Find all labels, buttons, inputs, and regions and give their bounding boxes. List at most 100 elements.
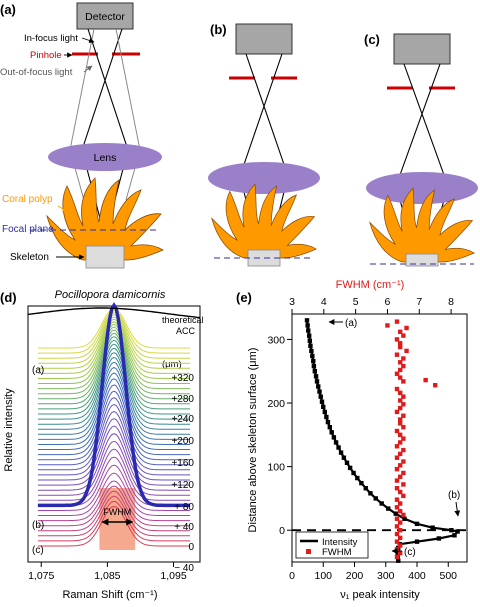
spectrum-curve bbox=[37, 425, 191, 486]
fwhm-point bbox=[394, 466, 400, 472]
fwhm-point bbox=[401, 356, 406, 361]
spectrum-curve bbox=[37, 321, 191, 379]
lens-label: Lens bbox=[94, 152, 117, 164]
fwhm-point bbox=[394, 505, 400, 510]
fwhm-point bbox=[397, 360, 403, 365]
spectrum-curve bbox=[37, 316, 191, 369]
chart-e-legend: Intensity FWHM bbox=[295, 531, 369, 559]
fwhm-point bbox=[397, 463, 403, 468]
intensity-point bbox=[414, 521, 420, 527]
spectrum-curve bbox=[37, 356, 191, 430]
intensity-point bbox=[322, 409, 328, 415]
panel-label-d: (d) bbox=[0, 290, 17, 305]
fwhm-point bbox=[394, 554, 400, 560]
x-tick-label: 1,095 bbox=[160, 570, 186, 582]
fwhm-point bbox=[394, 409, 400, 415]
fwhm-point bbox=[394, 478, 400, 483]
e-annotation-c: (c) bbox=[404, 547, 416, 558]
fwhm-point bbox=[404, 348, 409, 354]
intensity-point bbox=[338, 450, 344, 455]
coral-polyp-label: Coral polyp bbox=[2, 194, 53, 205]
spectrum-curve bbox=[37, 329, 191, 395]
in-focus-arrow bbox=[81, 37, 95, 44]
e-annotation-a: (a) bbox=[345, 318, 357, 329]
fwhm-point bbox=[394, 428, 400, 434]
fwhm-point bbox=[397, 550, 403, 556]
theoretical-label: theoretical bbox=[162, 315, 204, 325]
spectrum-curve bbox=[37, 448, 191, 501]
intensity-point bbox=[308, 343, 313, 348]
chart-e-frame bbox=[291, 313, 468, 563]
spectrum-curve bbox=[37, 347, 191, 420]
fwhm-point bbox=[401, 379, 406, 384]
fwhm-point bbox=[397, 440, 403, 445]
fwhm-point bbox=[397, 520, 403, 525]
legend-fwhm-label: FWHM bbox=[322, 547, 352, 558]
fwhm-label: FWHM bbox=[103, 507, 131, 517]
intensity-point bbox=[336, 445, 341, 450]
spectrum-curve bbox=[37, 418, 191, 481]
e-x2-tick-label: 8 bbox=[448, 296, 454, 308]
fwhm-point bbox=[397, 489, 403, 495]
spectrum-curve bbox=[37, 309, 191, 354]
e-x2-tick-label: 3 bbox=[289, 296, 295, 308]
spectrum-curve bbox=[37, 366, 191, 440]
intensity-point bbox=[430, 525, 435, 530]
fwhm-point bbox=[397, 375, 403, 380]
spectrum-curve bbox=[37, 384, 191, 456]
fwhm-point bbox=[394, 371, 400, 376]
spectrum-curve bbox=[37, 485, 191, 527]
e-x-tick-label: 0 bbox=[289, 570, 295, 582]
intensity-line bbox=[305, 320, 460, 561]
fwhm-point bbox=[401, 394, 406, 399]
detector-label: Detector bbox=[85, 11, 125, 23]
highlight-curve-b bbox=[37, 302, 191, 508]
theoretical-acc-curve bbox=[27, 307, 201, 319]
offset-label: 0 bbox=[188, 542, 194, 553]
spectrum-curve bbox=[37, 378, 191, 450]
detector-box-b bbox=[235, 23, 293, 55]
intensity-point bbox=[355, 475, 360, 481]
fwhm-point bbox=[397, 543, 403, 548]
chart-e-x2label: FWHM (cm⁻¹) bbox=[336, 279, 405, 291]
panel-d: (d) Pocillopora damicornis Relative inte… bbox=[0, 289, 204, 601]
spectrum-curve bbox=[37, 361, 191, 435]
spectrum-curve bbox=[37, 433, 191, 491]
intensity-point bbox=[331, 435, 337, 440]
fwhm-point bbox=[394, 497, 400, 502]
intensity-point bbox=[327, 424, 333, 430]
fwhm-point bbox=[397, 367, 403, 373]
legend-intensity-label: Intensity bbox=[322, 537, 358, 548]
curve-ref-label: (b) bbox=[32, 520, 44, 531]
spectrum-curve bbox=[37, 314, 191, 364]
fwhm-point bbox=[397, 432, 403, 438]
spectrum-curve bbox=[37, 332, 191, 400]
fwhm-point bbox=[394, 352, 400, 357]
e-x2-tick-label: 7 bbox=[416, 296, 422, 308]
e-annotation-b: (b) bbox=[448, 490, 460, 501]
spectrum-curve bbox=[37, 318, 191, 374]
spectrum-curve bbox=[37, 339, 191, 410]
intensity-point bbox=[314, 379, 320, 384]
fwhm-point bbox=[397, 398, 403, 403]
chart-d-title: Pocillopora damicornis bbox=[55, 289, 166, 301]
e-y-tick-label: 200 bbox=[267, 398, 285, 410]
chart-d-xlabel: Raman Shift (cm⁻¹) bbox=[62, 589, 157, 601]
intensity-point bbox=[449, 528, 454, 533]
fwhm-point bbox=[401, 447, 406, 453]
spectrum-curve bbox=[37, 352, 191, 425]
fwhm-point bbox=[397, 451, 403, 457]
intensity-point bbox=[310, 353, 315, 359]
e-x-tick-label: 400 bbox=[408, 570, 426, 582]
intensity-point bbox=[396, 558, 401, 563]
skeleton-a bbox=[85, 245, 125, 269]
fwhm-point bbox=[401, 333, 406, 338]
intensity-point bbox=[379, 501, 384, 506]
lens-b bbox=[208, 162, 320, 194]
offset-label: + 40 bbox=[174, 522, 194, 533]
fwhm-point bbox=[401, 436, 406, 441]
fwhm-point bbox=[397, 341, 403, 346]
intensity-point bbox=[307, 338, 313, 343]
chart-e-xlabel: ν₁ peak intensity bbox=[340, 589, 420, 601]
offset-label: +280 bbox=[171, 394, 194, 405]
